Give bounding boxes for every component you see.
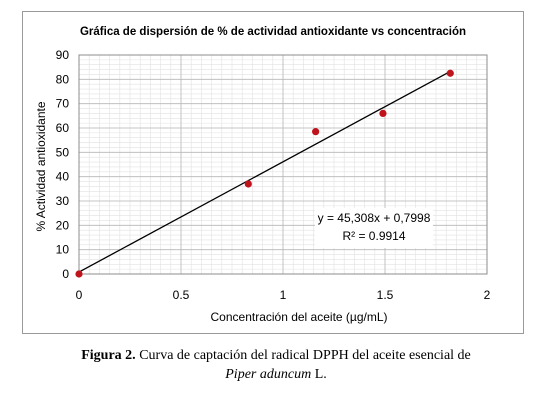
y-tick-label: 90 — [56, 48, 70, 62]
x-tick-label: 1 — [280, 288, 287, 302]
y-tick-label: 70 — [56, 97, 70, 111]
y-tick-label: 20 — [56, 218, 70, 232]
x-axis-label: Concentración del aceite (µg/mL) — [211, 310, 388, 324]
x-tick-label: 0 — [76, 288, 83, 302]
y-tick-label: 50 — [56, 145, 70, 159]
y-tick-label: 10 — [56, 243, 70, 257]
r-squared-label: R² = 0.9914 — [342, 229, 405, 243]
data-point — [379, 109, 387, 117]
data-point — [244, 180, 252, 188]
data-point — [312, 128, 320, 136]
data-point — [75, 270, 83, 278]
chart-title: Gráfica de dispersión de % de actividad … — [79, 26, 466, 38]
trendline — [78, 70, 451, 273]
x-tick-label: 0.5 — [173, 288, 190, 302]
caption-label: Figura 2. — [81, 348, 136, 363]
scatter-plot: 0 10 20 30 40 50 60 70 80 90 0 0.5 1 1.5 2 Concentració… — [34, 48, 491, 324]
y-tick-label: 0 — [62, 267, 69, 281]
chart-area: Gráfica de dispersión de % de actividad … — [22, 11, 524, 334]
figure-caption: Figura 2. Curva de captación del radical… — [26, 346, 526, 384]
caption-text: Curva de captación del radical DPPH del … — [135, 348, 471, 363]
caption-species: Piper aduncum — [225, 367, 312, 382]
plot-frame — [78, 54, 488, 275]
x-tick-label: 2 — [484, 288, 491, 302]
equation-box — [315, 208, 433, 248]
y-axis-label: % Actividad antioxidante — [34, 101, 48, 231]
equation-label: y = 45,308x + 0,7998 — [318, 211, 431, 225]
x-tick-label: 1.5 — [377, 288, 394, 302]
y-tick-label: 30 — [56, 194, 70, 208]
y-tick-label: 40 — [56, 170, 70, 184]
y-tick-label: 60 — [56, 121, 70, 135]
y-tick-label: 80 — [56, 72, 70, 86]
caption-suffix: L. — [311, 367, 327, 382]
data-point — [446, 69, 454, 77]
